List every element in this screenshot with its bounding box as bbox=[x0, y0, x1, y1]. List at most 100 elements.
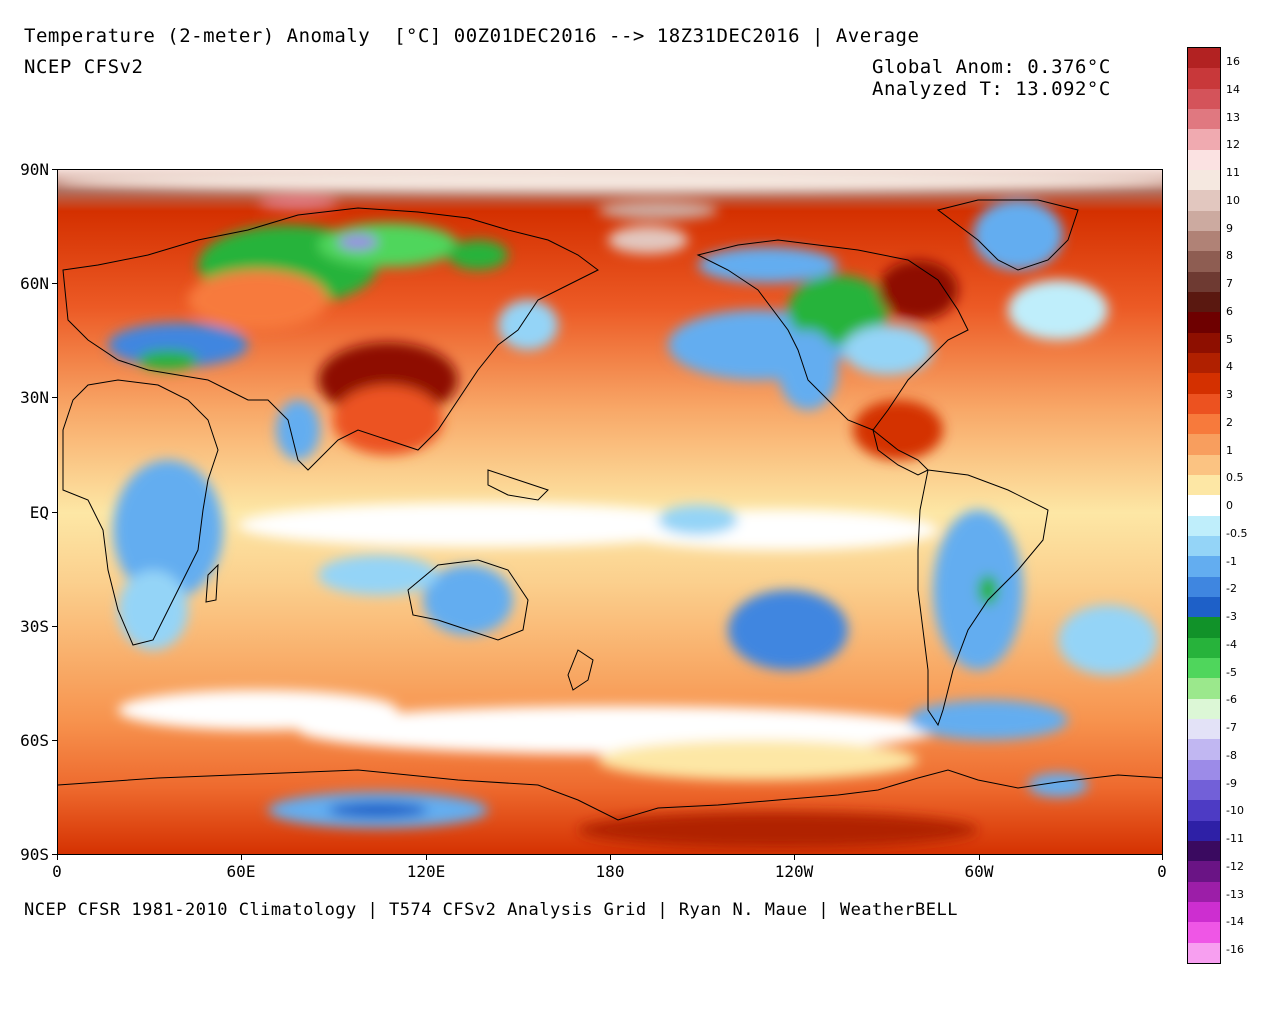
lon-label-60w: 60W bbox=[964, 862, 994, 881]
color-scale-label: 0 bbox=[1226, 499, 1233, 512]
color-scale-label: 4 bbox=[1226, 360, 1233, 374]
color-scale-segment bbox=[1188, 190, 1220, 212]
anomaly-blobs bbox=[58, 170, 1162, 848]
model-name: NCEP CFSv2 bbox=[24, 56, 144, 78]
color-scale-label: 12 bbox=[1226, 138, 1240, 152]
color-scale-label: -8 bbox=[1226, 748, 1237, 762]
color-scale-label: -3 bbox=[1226, 610, 1237, 623]
lat-tick bbox=[52, 740, 57, 741]
color-scale-label: -1 bbox=[1226, 554, 1237, 568]
lat-label-30n: 30N bbox=[20, 388, 49, 407]
color-scale-segment bbox=[1188, 637, 1220, 659]
color-scale-segment bbox=[1188, 454, 1220, 476]
color-scale-segment bbox=[1188, 739, 1220, 761]
color-scale-label: 14 bbox=[1226, 82, 1240, 96]
lat-label-eq: EQ bbox=[29, 503, 49, 522]
lon-tick bbox=[794, 855, 795, 860]
color-scale-label: 1 bbox=[1226, 443, 1233, 457]
global-anomaly: Global Anom: 0.376°C bbox=[872, 56, 1111, 78]
lon-label-0: 0 bbox=[52, 862, 62, 881]
color-scale-label: -4 bbox=[1226, 637, 1237, 651]
lat-label-90n: 90N bbox=[20, 160, 49, 179]
lon-tick bbox=[241, 855, 242, 860]
color-scale-label: 16 bbox=[1226, 55, 1240, 68]
color-scale-segment bbox=[1188, 434, 1220, 456]
lat-label-90s: 90S bbox=[20, 845, 49, 864]
color-scale-segment bbox=[1188, 922, 1220, 944]
anomaly-map-field bbox=[58, 170, 1162, 854]
color-scale-segment bbox=[1188, 231, 1220, 252]
lon-label-120e: 120E bbox=[406, 862, 446, 881]
color-scale-segment bbox=[1188, 251, 1220, 273]
color-scale-segment bbox=[1188, 556, 1220, 578]
lon-label-60e: 60E bbox=[226, 862, 256, 881]
color-scale-segment bbox=[1188, 881, 1220, 903]
color-scale-segment bbox=[1188, 658, 1220, 679]
lat-tick bbox=[52, 626, 57, 627]
lat-tick bbox=[52, 169, 57, 170]
color-scale-label: 5 bbox=[1226, 332, 1233, 346]
color-scale-label: 0.5 bbox=[1226, 471, 1244, 485]
map-title: Temperature (2-meter) Anomaly [°C] 00Z01… bbox=[24, 25, 920, 47]
color-scale-segment bbox=[1188, 841, 1220, 862]
color-scale-label: -10 bbox=[1226, 804, 1244, 818]
color-scale-segment bbox=[1188, 576, 1220, 598]
color-scale-label: -12 bbox=[1226, 859, 1244, 873]
lat-tick bbox=[52, 283, 57, 284]
color-scale-segment bbox=[1188, 109, 1220, 130]
color-scale-segment bbox=[1188, 312, 1220, 334]
color-scale-label: -7 bbox=[1226, 721, 1237, 734]
color-scale-segment bbox=[1188, 68, 1220, 90]
lat-label-30s: 30S bbox=[20, 617, 49, 636]
color-scale-segment bbox=[1188, 170, 1220, 191]
lon-label-0-east: 0 bbox=[1157, 862, 1167, 881]
lat-tick bbox=[52, 854, 57, 855]
color-scale-label: -2 bbox=[1226, 582, 1237, 596]
color-scale-segment bbox=[1188, 210, 1220, 232]
color-scale-label: 8 bbox=[1226, 249, 1233, 263]
color-scale-segment bbox=[1188, 373, 1220, 395]
color-scale-segment bbox=[1188, 271, 1220, 293]
color-scale-label: 6 bbox=[1226, 304, 1233, 318]
color-scale-label: -11 bbox=[1226, 832, 1244, 845]
color-scale-segment bbox=[1188, 780, 1220, 801]
analyzed-temperature: Analyzed T: 13.092°C bbox=[872, 78, 1111, 100]
lon-tick bbox=[426, 855, 427, 860]
anomaly-map bbox=[57, 169, 1163, 855]
color-scale-segment bbox=[1188, 129, 1220, 151]
color-scale-segment bbox=[1188, 820, 1220, 842]
color-scale-segment bbox=[1188, 942, 1220, 964]
lon-label-180: 180 bbox=[595, 862, 625, 881]
lat-tick bbox=[52, 512, 57, 513]
color-scale-segment bbox=[1188, 353, 1220, 374]
lat-label-60s: 60S bbox=[20, 731, 49, 750]
color-scale-segment bbox=[1188, 719, 1220, 740]
color-scale-bar bbox=[1187, 47, 1221, 964]
color-scale-segment bbox=[1188, 597, 1220, 618]
footer-credit: NCEP CFSR 1981-2010 Climatology | T574 C… bbox=[24, 900, 958, 920]
color-scale-segment bbox=[1188, 88, 1220, 110]
color-scale-segment bbox=[1188, 759, 1220, 781]
color-scale-label: -0.5 bbox=[1226, 526, 1248, 540]
color-scale-label: 9 bbox=[1226, 221, 1233, 235]
color-scale-label: -5 bbox=[1226, 665, 1237, 679]
color-scale-label: -14 bbox=[1226, 915, 1244, 929]
color-scale-label: -9 bbox=[1226, 776, 1237, 790]
color-scale-segment bbox=[1188, 617, 1220, 639]
color-scale-segment bbox=[1188, 678, 1220, 700]
lon-tick bbox=[979, 855, 980, 860]
color-scale-segment bbox=[1188, 861, 1220, 883]
lat-tick bbox=[52, 397, 57, 398]
lon-tick bbox=[610, 855, 611, 860]
lat-label-60n: 60N bbox=[20, 274, 49, 293]
color-scale-label: -6 bbox=[1226, 693, 1237, 707]
color-scale-segment bbox=[1188, 414, 1220, 435]
color-scale-label: -13 bbox=[1226, 887, 1244, 901]
lon-tick bbox=[1162, 855, 1163, 860]
color-scale-segment bbox=[1188, 495, 1220, 517]
color-scale-label: 13 bbox=[1226, 110, 1240, 124]
color-scale-segment bbox=[1188, 292, 1220, 313]
color-scale-segment bbox=[1188, 902, 1220, 923]
color-scale-label: 3 bbox=[1226, 388, 1233, 401]
color-scale-segment bbox=[1188, 332, 1220, 354]
